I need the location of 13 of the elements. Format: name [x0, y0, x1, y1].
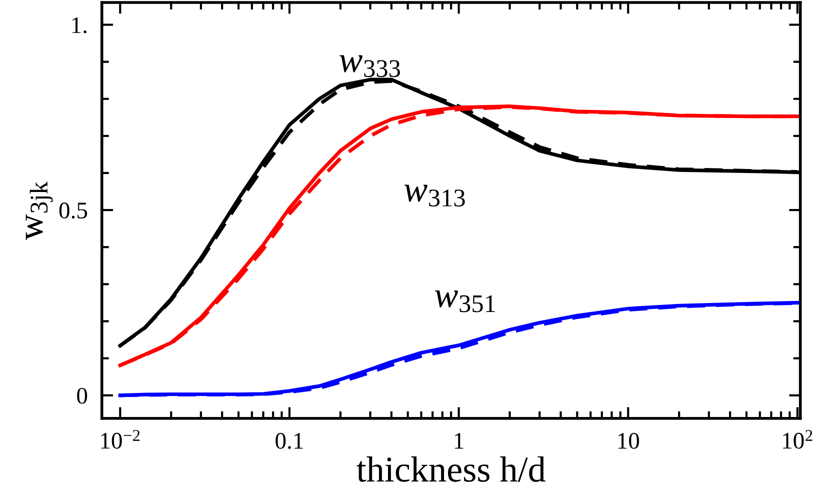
x-tick-label: 1 [454, 433, 464, 449]
x-axis-title: thickness h/d [356, 456, 546, 482]
x-tick-label: 10 [618, 432, 640, 449]
y-tick-label: 0.5 [59, 202, 88, 219]
series-label: w$_{313}$ [404, 184, 465, 207]
series-label: w$_{351}$ [435, 290, 495, 312]
x-tick-label: 10$^{2}$ [783, 430, 812, 449]
series-label: w$_{333}$ [340, 55, 400, 78]
y-tick-label: 0 [77, 388, 88, 404]
y-tick-label: 1. [72, 17, 86, 34]
x-tick-label: 0.1 [276, 432, 303, 449]
x-tick-label: 10$^{−2}$ [101, 430, 140, 449]
y-axis-title: w$_{3jk}$ [26, 182, 53, 240]
